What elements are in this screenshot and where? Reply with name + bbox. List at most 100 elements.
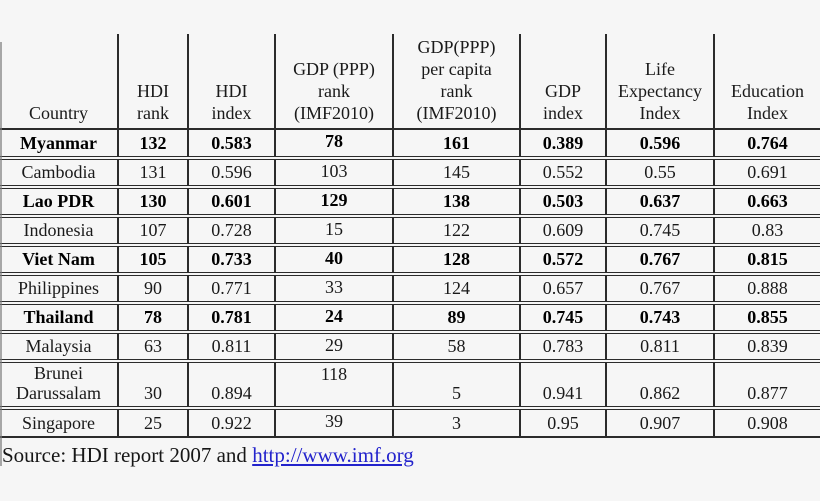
source-text: Source: HDI report 2007 and xyxy=(2,443,253,468)
header-row: Country HDI rank HDI index GDP (PPP) ran… xyxy=(0,34,820,130)
cell-hdi-index: 0.583 xyxy=(187,129,275,160)
cell-life-expectancy-index: 0.767 xyxy=(605,245,714,276)
cell-hdi-index: 0.596 xyxy=(187,158,275,189)
col-header-gdp-ppp-rank: GDP (PPP) rank (IMF2010) xyxy=(274,34,393,130)
cell-education-index: 0.888 xyxy=(713,274,820,305)
page: Country HDI rank HDI index GDP (PPP) ran… xyxy=(0,34,820,501)
cell-hdi-rank: 78 xyxy=(117,303,188,334)
cell-education-index: 0.855 xyxy=(713,303,820,334)
table-row-singapore: Singapore 25 0.922 39 3 0.95 0.907 0.908 xyxy=(0,408,820,439)
cell-gdp-index: 0.389 xyxy=(519,129,606,160)
cell-gdp-ppp-per-capita-rank: 5 xyxy=(392,361,520,411)
cell-gdp-ppp-rank: 129 xyxy=(274,187,393,218)
cell-education-index: 0.877 xyxy=(713,361,820,411)
table-row-cambodia: Cambodia 131 0.596 103 145 0.552 0.55 0.… xyxy=(0,158,820,189)
cell-hdi-index: 0.601 xyxy=(187,187,275,218)
cell-life-expectancy-index: 0.745 xyxy=(605,216,714,247)
cell-gdp-ppp-per-capita-rank: 161 xyxy=(392,129,520,160)
cell-hdi-index: 0.894 xyxy=(187,361,275,411)
cell-life-expectancy-index: 0.596 xyxy=(605,129,714,160)
cell-gdp-ppp-per-capita-rank: 3 xyxy=(392,408,520,439)
table-row-myanmar: Myanmar 132 0.583 78 161 0.389 0.596 0.7… xyxy=(0,129,820,160)
col-header-country: Country xyxy=(0,34,118,130)
cell-gdp-ppp-rank: 15 xyxy=(274,216,393,247)
hdi-comparison-table: Country HDI rank HDI index GDP (PPP) ran… xyxy=(0,34,820,439)
col-header-gdp-index: GDP index xyxy=(519,34,606,130)
table-header: Country HDI rank HDI index GDP (PPP) ran… xyxy=(0,34,820,130)
cell-country: Indonesia xyxy=(0,216,118,247)
table-row-viet-nam: Viet Nam 105 0.733 40 128 0.572 0.767 0.… xyxy=(0,245,820,276)
cell-country: Philippines xyxy=(0,274,118,305)
scan-edge-artifact xyxy=(0,42,2,466)
cell-country: Viet Nam xyxy=(0,245,118,276)
cell-life-expectancy-index: 0.767 xyxy=(605,274,714,305)
cell-life-expectancy-index: 0.862 xyxy=(605,361,714,411)
cell-hdi-index: 0.811 xyxy=(187,332,275,363)
cell-country: Cambodia xyxy=(0,158,118,189)
cell-education-index: 0.908 xyxy=(713,408,820,439)
cell-country: Myanmar xyxy=(0,129,118,160)
cell-gdp-ppp-per-capita-rank: 138 xyxy=(392,187,520,218)
cell-hdi-index: 0.922 xyxy=(187,408,275,439)
cell-hdi-rank: 131 xyxy=(117,158,188,189)
cell-gdp-index: 0.503 xyxy=(519,187,606,218)
table-row-malaysia: Malaysia 63 0.811 29 58 0.783 0.811 0.83… xyxy=(0,332,820,363)
table-row-thailand: Thailand 78 0.781 24 89 0.745 0.743 0.85… xyxy=(0,303,820,334)
cell-country: Brunei Darussalam xyxy=(0,361,118,411)
cell-education-index: 0.663 xyxy=(713,187,820,218)
table-body: Myanmar 132 0.583 78 161 0.389 0.596 0.7… xyxy=(0,129,820,439)
cell-hdi-rank: 107 xyxy=(117,216,188,247)
cell-gdp-ppp-rank: 24 xyxy=(274,303,393,334)
cell-education-index: 0.691 xyxy=(713,158,820,189)
cell-hdi-rank: 25 xyxy=(117,408,188,439)
cell-hdi-index: 0.728 xyxy=(187,216,275,247)
cell-gdp-index: 0.609 xyxy=(519,216,606,247)
cell-hdi-index: 0.781 xyxy=(187,303,275,334)
cell-education-index: 0.764 xyxy=(713,129,820,160)
cell-gdp-ppp-rank: 118 xyxy=(274,361,393,411)
cell-gdp-index: 0.552 xyxy=(519,158,606,189)
cell-education-index: 0.83 xyxy=(713,216,820,247)
cell-hdi-index: 0.733 xyxy=(187,245,275,276)
cell-gdp-ppp-rank: 78 xyxy=(274,129,393,160)
cell-hdi-rank: 63 xyxy=(117,332,188,363)
cell-gdp-index: 0.941 xyxy=(519,361,606,411)
cell-country: Lao PDR xyxy=(0,187,118,218)
table-row-lao-pdr: Lao PDR 130 0.601 129 138 0.503 0.637 0.… xyxy=(0,187,820,218)
cell-life-expectancy-index: 0.811 xyxy=(605,332,714,363)
col-header-hdi-index: HDI index xyxy=(187,34,275,130)
cell-hdi-rank: 90 xyxy=(117,274,188,305)
col-header-education-index: Education Index xyxy=(713,34,820,130)
cell-hdi-rank: 105 xyxy=(117,245,188,276)
source-citation: Source: HDI report 2007 and http://www.i… xyxy=(2,443,820,468)
cell-life-expectancy-index: 0.55 xyxy=(605,158,714,189)
cell-hdi-rank: 130 xyxy=(117,187,188,218)
cell-life-expectancy-index: 0.907 xyxy=(605,408,714,439)
cell-gdp-ppp-rank: 40 xyxy=(274,245,393,276)
cell-country: Malaysia xyxy=(0,332,118,363)
table-row-brunei-darussalam: Brunei Darussalam 30 0.894 118 5 0.941 0… xyxy=(0,361,820,411)
imf-link[interactable]: http://www.imf.org xyxy=(252,443,414,468)
cell-gdp-ppp-rank: 103 xyxy=(274,158,393,189)
cell-gdp-index: 0.572 xyxy=(519,245,606,276)
cell-life-expectancy-index: 0.637 xyxy=(605,187,714,218)
cell-country: Singapore xyxy=(0,408,118,439)
cell-education-index: 0.815 xyxy=(713,245,820,276)
table-row-philippines: Philippines 90 0.771 33 124 0.657 0.767 … xyxy=(0,274,820,305)
cell-hdi-index: 0.771 xyxy=(187,274,275,305)
cell-life-expectancy-index: 0.743 xyxy=(605,303,714,334)
cell-gdp-ppp-per-capita-rank: 124 xyxy=(392,274,520,305)
cell-gdp-index: 0.745 xyxy=(519,303,606,334)
cell-gdp-ppp-rank: 33 xyxy=(274,274,393,305)
table-row-indonesia: Indonesia 107 0.728 15 122 0.609 0.745 0… xyxy=(0,216,820,247)
cell-gdp-index: 0.783 xyxy=(519,332,606,363)
col-header-life-expectancy-index: Life Expectancy Index xyxy=(605,34,714,130)
cell-hdi-rank: 132 xyxy=(117,129,188,160)
cell-gdp-ppp-per-capita-rank: 122 xyxy=(392,216,520,247)
cell-gdp-ppp-rank: 29 xyxy=(274,332,393,363)
cell-gdp-ppp-rank: 39 xyxy=(274,408,393,439)
col-header-gdp-ppp-per-capita-rank: GDP(PPP) per capita rank (IMF2010) xyxy=(392,34,520,130)
cell-gdp-index: 0.95 xyxy=(519,408,606,439)
cell-education-index: 0.839 xyxy=(713,332,820,363)
cell-country: Thailand xyxy=(0,303,118,334)
